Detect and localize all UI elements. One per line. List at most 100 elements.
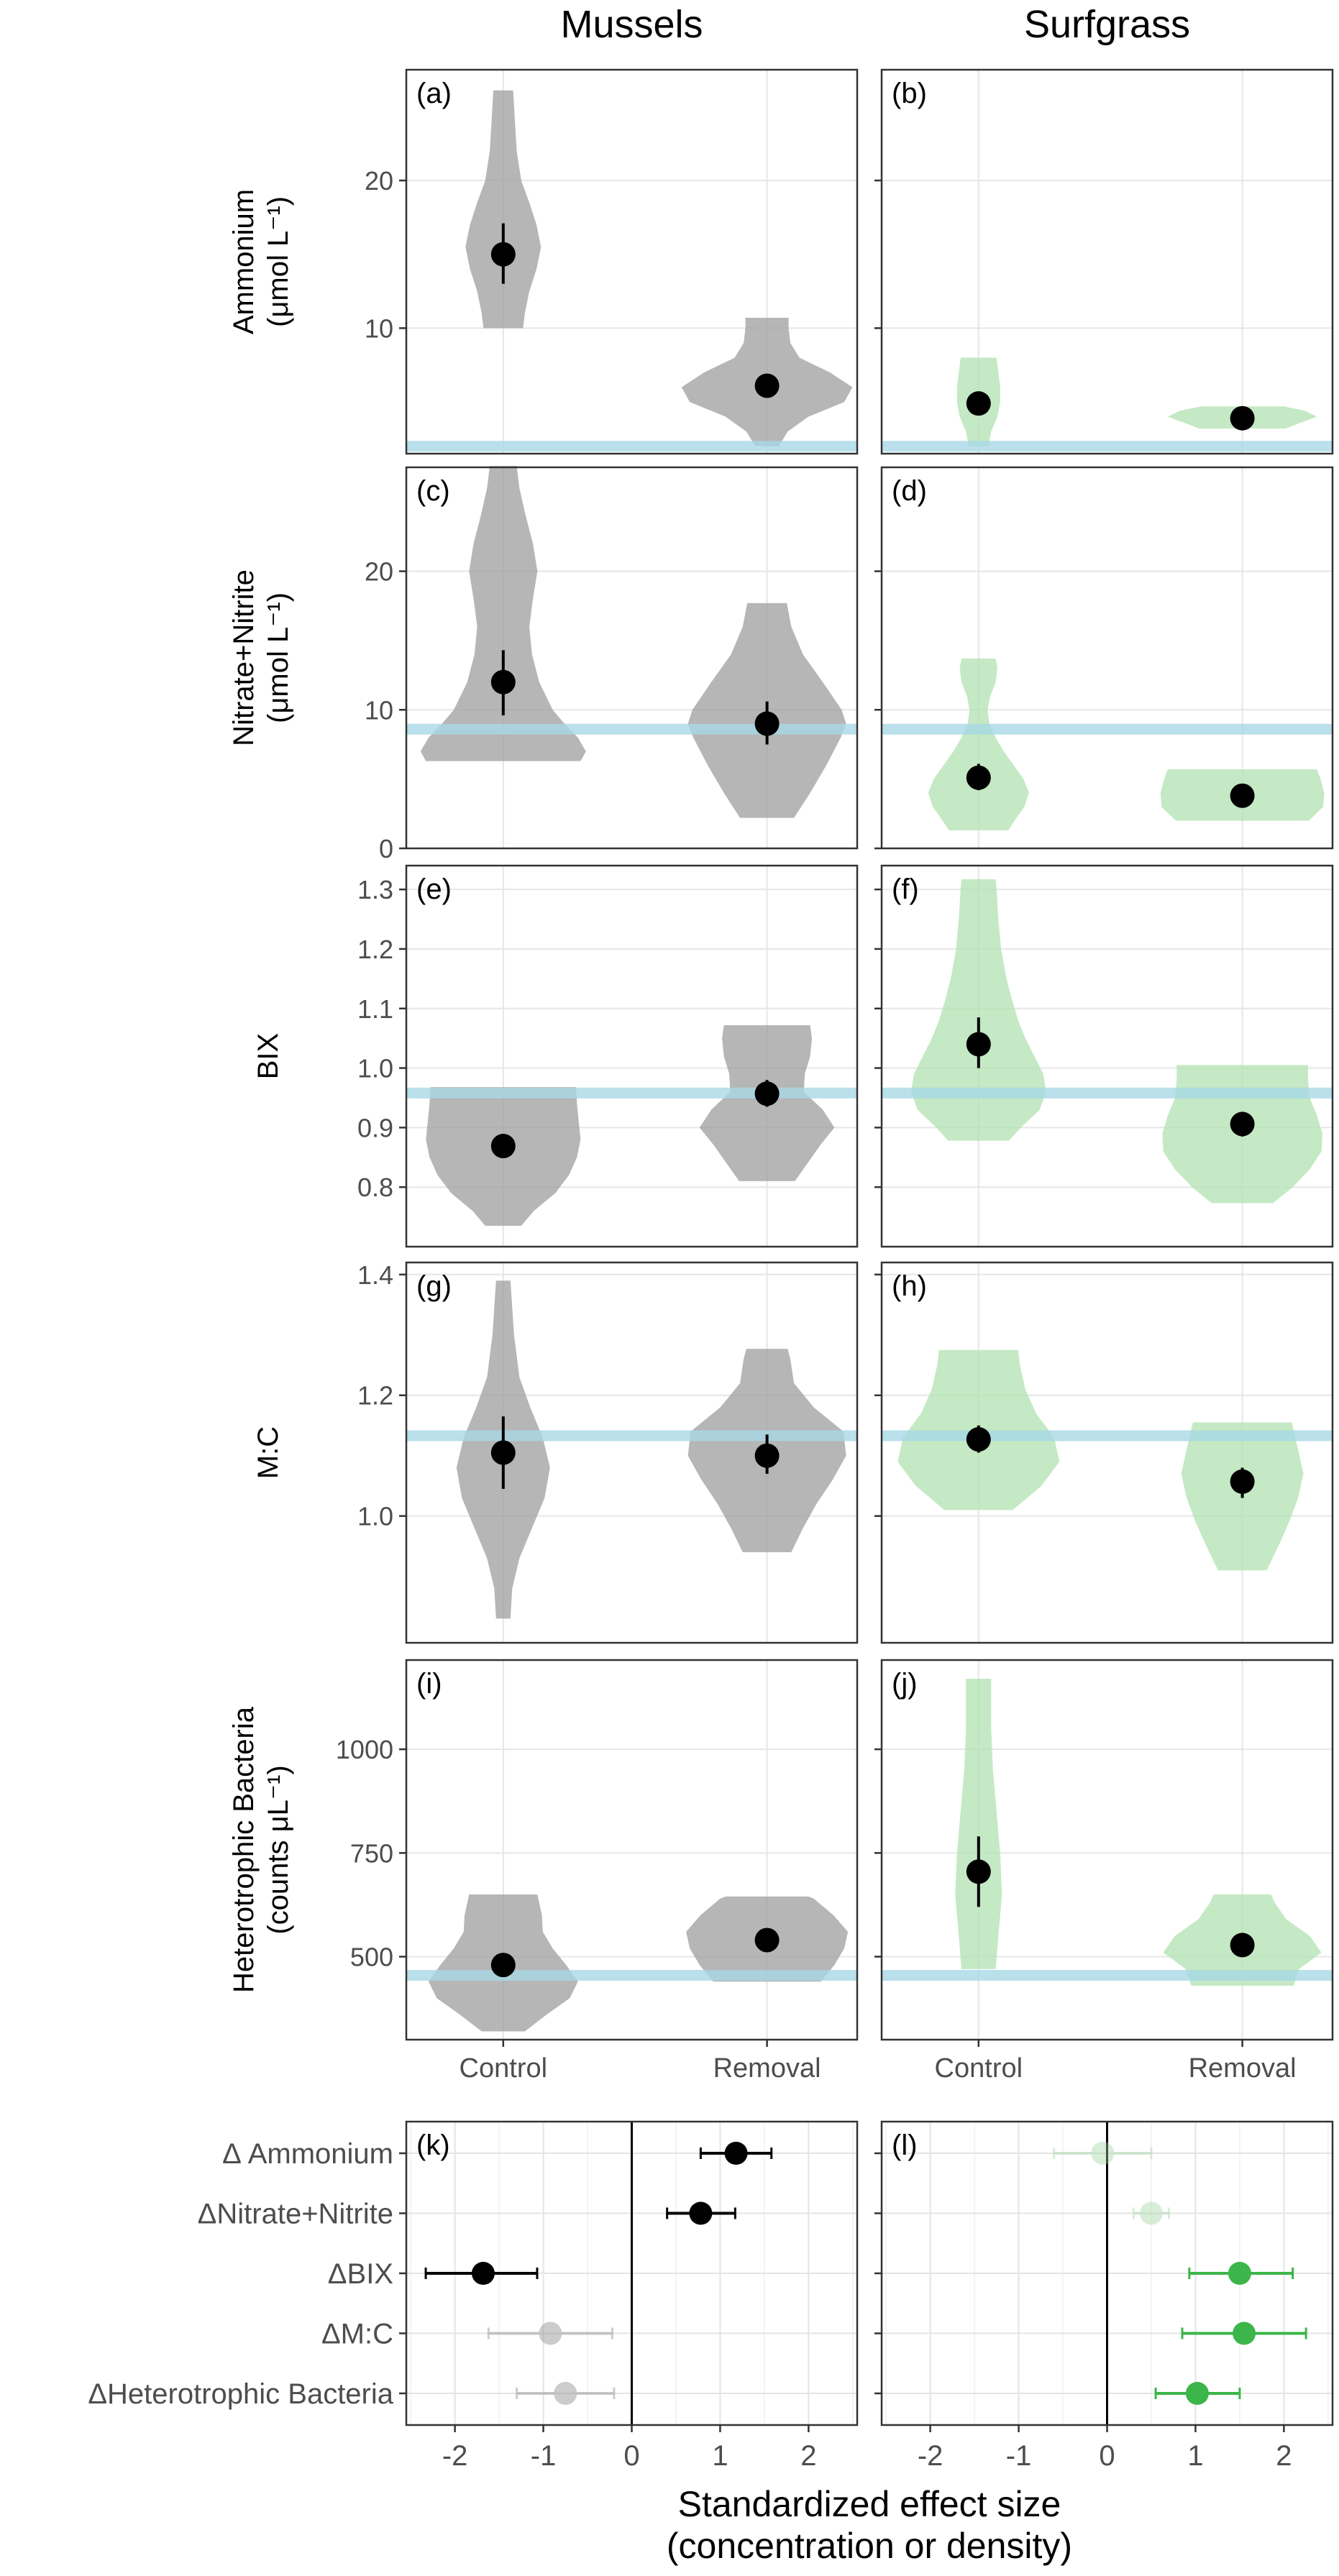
- x-tick-label: 0: [1099, 2440, 1115, 2472]
- mean-point-removal: [1230, 1111, 1255, 1137]
- panel-a: (a) 10 20: [365, 68, 859, 455]
- y-tick-label: 750: [350, 1838, 393, 1868]
- mean-point-control: [490, 1134, 516, 1159]
- y-tick-label: 1000: [336, 1735, 393, 1764]
- effect-estimate: [1053, 2142, 1153, 2165]
- y-tick-label: 1.0: [357, 1054, 393, 1083]
- effect-label: ΔBIX: [328, 2258, 393, 2290]
- panel-frame: [405, 1659, 859, 2041]
- effect-estimate: [487, 2321, 613, 2345]
- mean-point-removal: [754, 1081, 780, 1106]
- effect-label: ΔM:C: [321, 2319, 393, 2350]
- effect-point: [1228, 2262, 1251, 2285]
- panel-label: (l): [892, 2130, 918, 2161]
- mean-point-removal: [1230, 783, 1255, 808]
- panel-h: (h): [874, 1261, 1334, 1644]
- y-axis-label: BIX: [252, 1033, 284, 1079]
- panel-frame: [405, 466, 859, 850]
- panel-e: (e) 0.8 0.9 1.0 1.1 1.2 1.3: [357, 864, 859, 1248]
- mean-point-removal: [754, 711, 780, 736]
- x-axis-title: Standardized effect size: [678, 2484, 1061, 2524]
- mean-point-control: [490, 1440, 516, 1465]
- x-axis-title: (concentration or density): [667, 2526, 1072, 2566]
- violin-control: [420, 466, 586, 761]
- reference-line: [882, 1970, 1333, 1981]
- reference-line: [406, 1087, 857, 1099]
- x-category-label: Removal: [1189, 2053, 1297, 2084]
- reference-line: [406, 1970, 857, 1981]
- effect-point: [689, 2201, 713, 2225]
- y-tick-label: 0.9: [357, 1113, 393, 1142]
- violin-control: [955, 1678, 1002, 1969]
- x-tick-label: 2: [1276, 2440, 1292, 2472]
- y-axis-label: (μmol L⁻¹): [262, 592, 294, 723]
- x-category-label: Control: [460, 2053, 548, 2084]
- y-axis-label: Heterotrophic Bacteria: [228, 1706, 260, 1993]
- effect-estimate: [699, 2142, 773, 2165]
- y-axis-label: M:C: [252, 1426, 284, 1479]
- effect-estimate: [1188, 2262, 1294, 2285]
- panel-label: (e): [416, 874, 452, 905]
- panel-frame: [405, 1261, 859, 1644]
- mean-point-control: [490, 669, 516, 695]
- panel-l: (l) -2 -1 0 1 2: [874, 2120, 1334, 2472]
- panel-label: (i): [416, 1668, 442, 1700]
- violin-control: [465, 90, 541, 329]
- panel-label: (f): [892, 874, 919, 905]
- effect-label: ΔHeterotrophic Bacteria: [88, 2378, 393, 2410]
- effect-estimate: [1154, 2382, 1241, 2405]
- effect-estimate: [424, 2262, 539, 2285]
- mean-point-removal: [1230, 1469, 1255, 1494]
- effect-point: [1091, 2142, 1115, 2165]
- mean-point-control: [966, 1032, 991, 1057]
- reference-line: [406, 723, 857, 735]
- reference-line: [882, 1430, 1333, 1441]
- y-tick-label: 20: [365, 166, 393, 196]
- reference-line: [882, 723, 1333, 735]
- mean-point-control: [490, 242, 516, 267]
- effect-point: [554, 2382, 577, 2405]
- panel-label: (j): [892, 1668, 918, 1700]
- effect-point: [539, 2321, 562, 2345]
- panel-label: (g): [416, 1270, 452, 1302]
- y-tick-label: 1.0: [357, 1502, 393, 1531]
- panel-d: (d): [874, 466, 1334, 850]
- mean-point-control: [966, 765, 991, 790]
- effect-point: [471, 2262, 495, 2285]
- effect-point: [1233, 2321, 1256, 2345]
- x-category-label: Removal: [713, 2053, 821, 2084]
- y-tick-label: 1.3: [357, 875, 393, 904]
- reference-line: [882, 441, 1333, 452]
- x-tick-label: -2: [918, 2440, 943, 2472]
- panel-frame: [880, 1659, 1334, 2041]
- effect-estimate: [1132, 2201, 1171, 2225]
- y-tick-label: 20: [365, 557, 393, 587]
- panel-g: (g) 1.0 1.2 1.4: [357, 1260, 859, 1644]
- effect-label: ΔNitrate+Nitrite: [198, 2199, 393, 2230]
- panel-label: (d): [892, 475, 927, 507]
- x-tick-label: -2: [442, 2440, 468, 2472]
- y-axis-label: (counts μL⁻¹): [262, 1765, 294, 1934]
- column-header-surfgrass: Surfgrass: [1024, 3, 1190, 46]
- panel-i: (i) 500 750 1000 Control Removal: [336, 1659, 859, 2084]
- violin-control: [911, 879, 1046, 1141]
- panel-k: Δ Ammonium ΔNitrate+Nitrite ΔBIX ΔM:C ΔHeter…: [88, 2120, 859, 2472]
- x-tick-label: 1: [712, 2440, 728, 2472]
- mean-point-control: [966, 1859, 991, 1884]
- effect-estimate: [666, 2201, 736, 2225]
- reference-line: [406, 441, 857, 452]
- panel-frame: [880, 466, 1334, 850]
- effect-point: [724, 2142, 748, 2165]
- panel-frame: [405, 864, 859, 1248]
- reference-line: [406, 1430, 857, 1441]
- panel-label: (c): [416, 475, 450, 507]
- mean-point-removal: [754, 373, 780, 398]
- effect-point: [1139, 2201, 1163, 2225]
- effect-estimate: [516, 2382, 616, 2405]
- y-tick-label: 1.2: [357, 1381, 393, 1411]
- x-tick-label: 0: [623, 2440, 639, 2472]
- x-tick-label: -1: [1006, 2440, 1032, 2472]
- reference-line: [882, 1087, 1333, 1099]
- mean-point-removal: [754, 1928, 780, 1953]
